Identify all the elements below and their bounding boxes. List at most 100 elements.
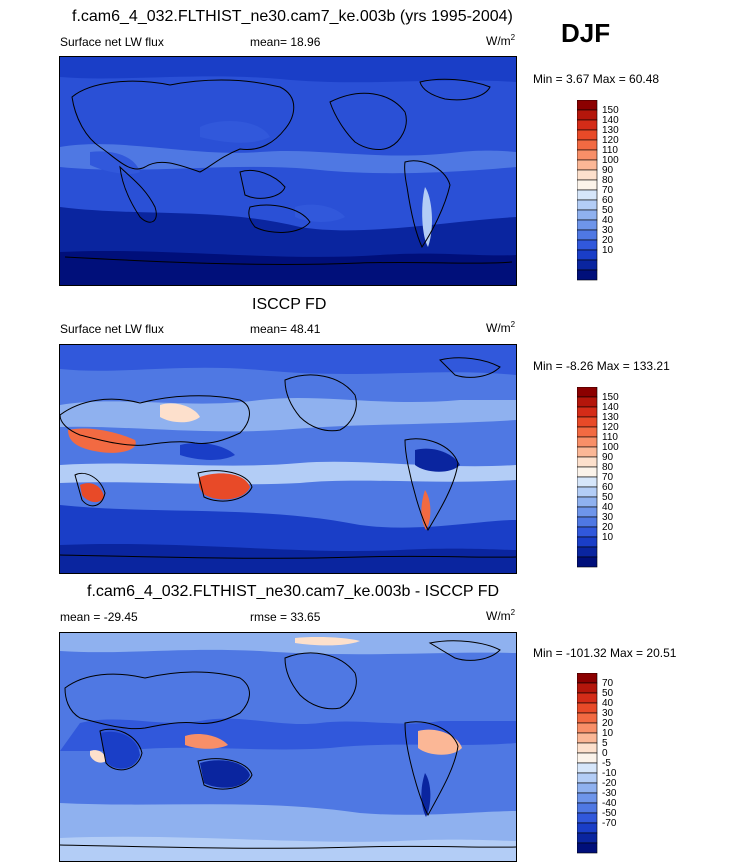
colorbar-tick-label: -40: [602, 798, 617, 809]
colorbar-swatch: [577, 396, 598, 408]
colorbar-swatch: [577, 149, 598, 161]
colorbar-swatch: [577, 802, 598, 814]
panel-3-colorbar: 70 50 40 30 20 10 5 0 -5 -10 -20 -30 -40 -50 -70: [577, 673, 637, 863]
colorbar-swatch: [577, 219, 598, 231]
colorbar-swatch: [577, 179, 598, 191]
colorbar-tick-label: 70: [602, 472, 614, 483]
panel-1-title: f.cam6_4_032.FLTHIST_ne30.cam7_ke.003b (…: [72, 8, 513, 25]
colorbar-swatch: [577, 199, 598, 211]
colorbar-swatch: [577, 742, 598, 754]
colorbar-tick-label: 130: [602, 412, 619, 423]
colorbar-tick-label: 10: [602, 532, 614, 543]
colorbar-tick-label: 40: [602, 502, 614, 513]
colorbar-tick-label: 90: [602, 452, 614, 463]
colorbar-swatch: [577, 526, 598, 538]
colorbar-swatch: [577, 476, 598, 488]
colorbar-swatch: [577, 673, 598, 684]
colorbar-tick-label: 0: [602, 748, 608, 759]
colorbar-swatch: [577, 842, 598, 854]
panel-2-units: W/m2: [486, 320, 516, 335]
colorbar-tick-label: 10: [602, 728, 614, 739]
colorbar-swatch: [577, 159, 598, 171]
panel-3-left-label: mean = -29.45: [60, 610, 138, 624]
colorbar-swatch: [577, 782, 598, 794]
colorbar-tick-label: -70: [602, 818, 617, 829]
colorbar-tick-label: 40: [602, 215, 614, 226]
colorbar-tick-label: 110: [602, 432, 618, 443]
colorbar-swatch: [577, 486, 598, 498]
colorbar-tick-label: 50: [602, 205, 614, 216]
colorbar-swatch: [577, 822, 598, 834]
colorbar-swatch: [577, 456, 598, 468]
colorbar-tick-label: -50: [602, 808, 617, 819]
colorbar-swatch: [577, 702, 598, 714]
colorbar-swatch: [577, 466, 598, 478]
colorbar-swatch: [577, 387, 598, 398]
colorbar-tick-label: 50: [602, 688, 614, 699]
panel-2-map: [59, 344, 517, 574]
colorbar-swatch: [577, 832, 598, 844]
colorbar-tick-label: -30: [602, 788, 617, 799]
colorbar-tick-label: 10: [602, 245, 614, 256]
colorbar-swatch: [577, 722, 598, 734]
colorbar-tick-label: 90: [602, 165, 614, 176]
colorbar-swatch: [577, 792, 598, 804]
panel-3-title: f.cam6_4_032.FLTHIST_ne30.cam7_ke.003b -…: [87, 583, 500, 600]
season-label: DJF: [561, 18, 611, 48]
colorbar-tick-label: 30: [602, 708, 614, 719]
colorbar-swatch: [577, 209, 598, 221]
colorbar-tick-label: 20: [602, 718, 614, 729]
colorbar-tick-label: 140: [602, 115, 619, 126]
colorbar-swatch: [577, 169, 598, 181]
colorbar-tick-label: 70: [602, 185, 614, 196]
colorbar-swatch: [577, 249, 598, 261]
colorbar-swatch: [577, 506, 598, 518]
colorbar-swatch: [577, 752, 598, 764]
colorbar-tick-label: 30: [602, 512, 614, 523]
panel-2-mean: mean= 48.41: [250, 322, 321, 336]
panel-2-title: ISCCP FD: [252, 296, 327, 313]
colorbar-swatch: [577, 546, 598, 558]
colorbar-tick-label: 120: [602, 135, 619, 146]
panel-1-left-label: Surface net LW flux: [60, 35, 164, 49]
colorbar-swatch: [577, 446, 598, 458]
colorbar-swatch: [577, 129, 598, 141]
colorbar-swatch: [577, 772, 598, 784]
colorbar-tick-label: 120: [602, 422, 619, 433]
panel-3-rmse: rmse = 33.65: [250, 610, 321, 624]
colorbar-tick-label: 80: [602, 175, 614, 186]
colorbar-swatch: [577, 109, 598, 121]
panel-3-map: [59, 632, 517, 862]
colorbar-swatch: [577, 436, 598, 448]
colorbar-swatch: [577, 229, 598, 241]
colorbar-swatch: [577, 269, 598, 281]
colorbar-tick-label: 40: [602, 698, 614, 709]
colorbar-swatch: [577, 516, 598, 528]
colorbar-swatch: [577, 556, 598, 568]
colorbar-tick-label: 60: [602, 195, 614, 206]
colorbar-swatch: [577, 762, 598, 774]
colorbar-tick-label: 30: [602, 225, 614, 236]
colorbar-tick-label: 100: [602, 442, 619, 453]
colorbar-tick-label: 150: [602, 392, 619, 403]
panel-1-colorbar: 150 140 130 120 110 100 90 80 70 60 50 40 30 20 10: [577, 100, 637, 290]
colorbar-tick-label: 60: [602, 482, 614, 493]
colorbar-swatch: [577, 239, 598, 251]
colorbar-swatch: [577, 712, 598, 724]
colorbar-swatch: [577, 259, 598, 271]
panel-1-units: W/m2: [486, 33, 516, 48]
colorbar-tick-label: 20: [602, 235, 614, 246]
colorbar-tick-label: -10: [602, 768, 617, 779]
colorbar-swatch: [577, 682, 598, 694]
colorbar-swatch: [577, 189, 598, 201]
panel-2-minmax: Min = -8.26 Max = 133.21: [533, 359, 670, 373]
colorbar-swatch: [577, 812, 598, 824]
colorbar-tick-label: 100: [602, 155, 619, 166]
colorbar-swatch: [577, 406, 598, 418]
panel-3-units: W/m2: [486, 608, 516, 623]
colorbar-tick-label: 110: [602, 145, 618, 156]
colorbar-swatch: [577, 496, 598, 508]
colorbar-swatch: [577, 100, 598, 111]
colorbar-tick-label: 20: [602, 522, 614, 533]
colorbar-tick-label: 80: [602, 462, 614, 473]
